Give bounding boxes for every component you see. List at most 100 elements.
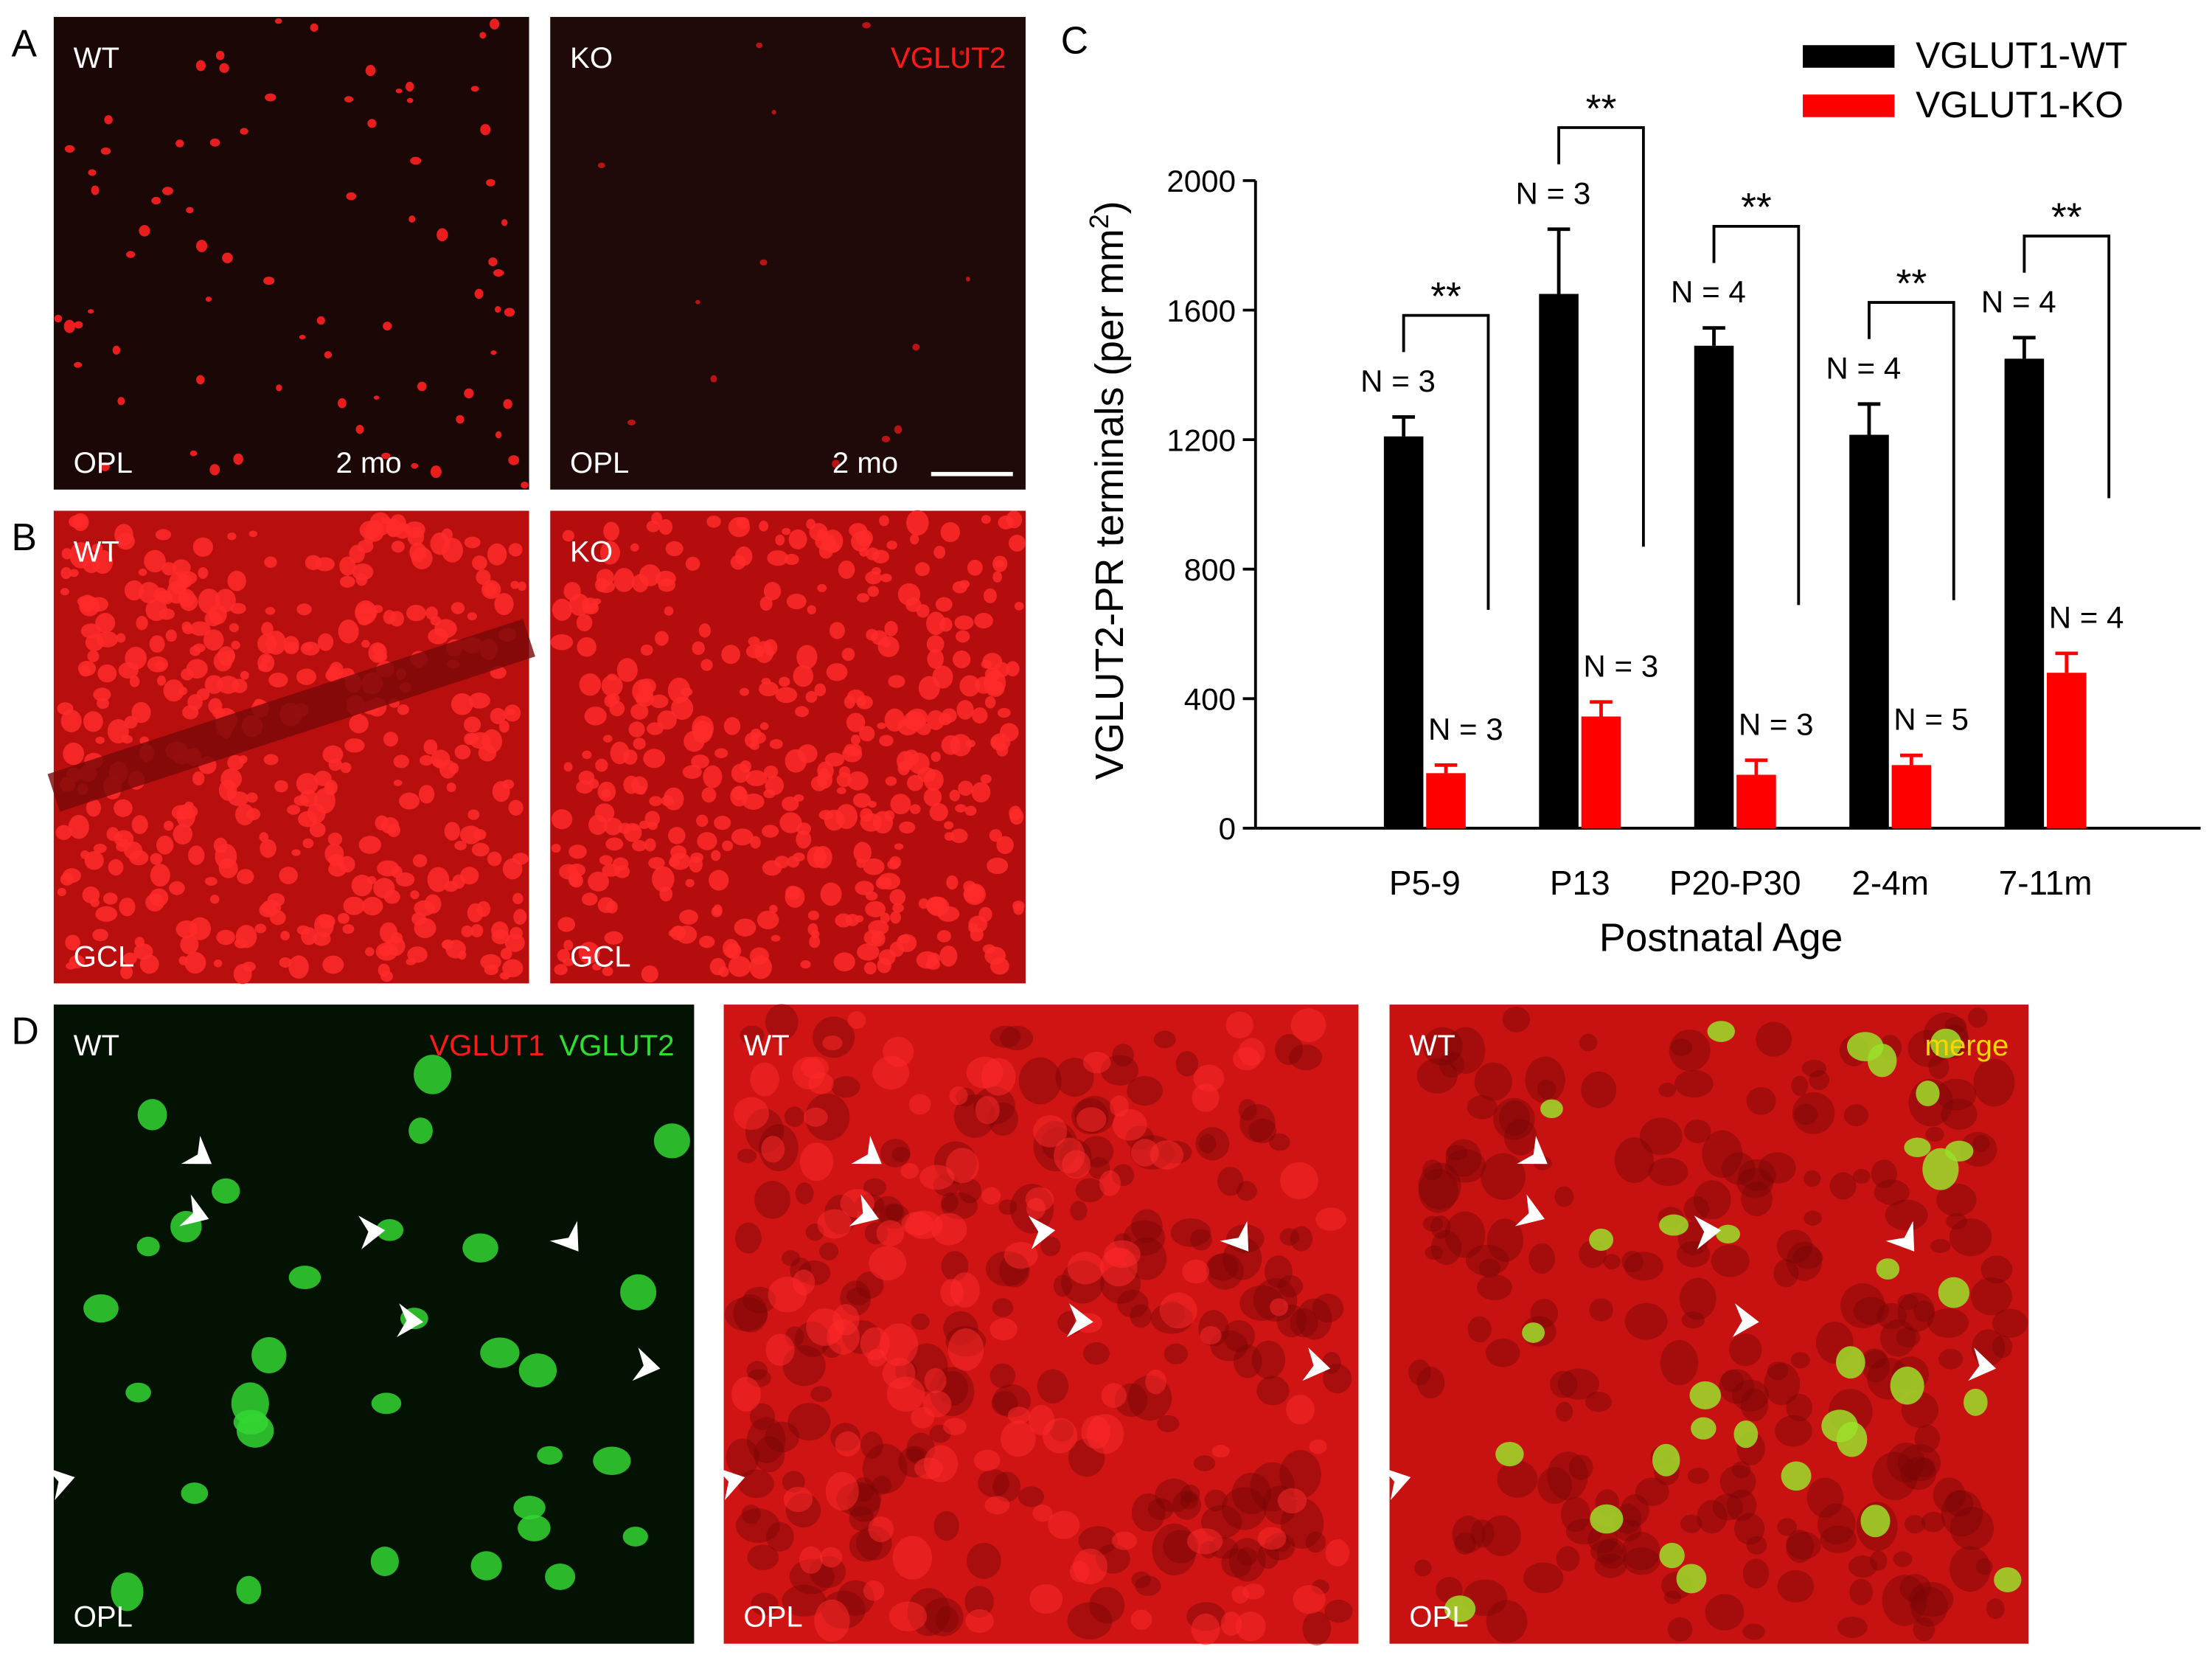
puncta: [697, 832, 717, 850]
puncta: [1801, 1059, 1827, 1078]
puncta: [1840, 1283, 1885, 1328]
puncta: [1018, 1057, 1062, 1105]
puncta: [182, 705, 199, 720]
puncta: [1821, 1409, 1858, 1443]
puncta: [929, 803, 948, 822]
puncta: [219, 63, 229, 73]
puncta: [998, 1199, 1018, 1215]
puncta: [389, 514, 407, 534]
puncta: [274, 780, 288, 793]
puncta: [1238, 1099, 1257, 1121]
puncta: [60, 709, 82, 732]
puncta: [92, 549, 114, 575]
arrowhead: [1517, 1135, 1548, 1165]
puncta: [1716, 1224, 1740, 1243]
puncta: [1145, 1369, 1166, 1395]
puncta: [137, 1099, 167, 1131]
puncta: [710, 375, 717, 383]
puncta: [1691, 1417, 1717, 1440]
puncta: [1454, 1532, 1476, 1555]
puncta: [1418, 1162, 1461, 1210]
puncta: [857, 943, 880, 961]
bar: [1736, 774, 1776, 828]
puncta: [883, 1036, 914, 1067]
puncta: [734, 1097, 769, 1131]
puncta: [557, 948, 571, 962]
x-tick-label: 7-11m: [1999, 864, 2093, 902]
puncta: [293, 795, 310, 806]
puncta: [700, 659, 713, 671]
puncta: [1860, 1505, 1891, 1538]
puncta: [863, 858, 885, 875]
puncta: [820, 882, 842, 906]
image-label: VGLUT1: [429, 1029, 544, 1062]
puncta: [866, 628, 879, 641]
puncta: [495, 431, 502, 439]
puncta: [1935, 1078, 1977, 1111]
puncta: [486, 178, 495, 187]
puncta: [1746, 1086, 1776, 1115]
puncta: [1569, 1454, 1593, 1480]
puncta: [740, 1025, 765, 1046]
puncta: [757, 910, 779, 930]
puncta: [88, 309, 94, 314]
puncta: [650, 694, 669, 709]
puncta: [638, 678, 656, 695]
puncta: [97, 664, 117, 683]
puncta: [581, 892, 598, 906]
bar: [1891, 765, 1932, 828]
puncta: [1280, 1162, 1318, 1199]
arrowhead: [1302, 1347, 1331, 1381]
puncta: [149, 888, 169, 907]
puncta: [279, 867, 298, 884]
puncta: [1806, 1477, 1844, 1518]
puncta: [785, 749, 807, 773]
y-axis-label-part: 2: [1083, 214, 1113, 229]
legend-label: VGLUT1-KO: [1916, 84, 2124, 125]
puncta: [696, 814, 709, 828]
puncta: [192, 771, 205, 786]
puncta: [222, 252, 233, 263]
puncta: [351, 874, 373, 897]
image-label: OPL: [570, 446, 629, 479]
puncta: [1759, 1152, 1796, 1184]
puncta: [622, 749, 638, 765]
arrowhead: [181, 1135, 212, 1165]
puncta: [1130, 1304, 1152, 1328]
puncta: [1270, 1298, 1289, 1316]
puncta: [1530, 1299, 1558, 1328]
puncta: [1742, 1558, 1770, 1589]
puncta: [1621, 1250, 1644, 1273]
puncta: [1478, 1258, 1500, 1278]
puncta: [901, 1212, 933, 1236]
y-tick-label: 1600: [1166, 294, 1236, 328]
puncta: [260, 839, 276, 858]
puncta: [879, 1323, 919, 1367]
puncta: [894, 843, 904, 850]
image-label: GCL: [570, 940, 631, 973]
significance-label: **: [2051, 195, 2082, 239]
puncta: [876, 1220, 905, 1246]
puncta: [240, 670, 249, 680]
puncta: [810, 776, 827, 791]
puncta: [1848, 1555, 1878, 1578]
puncta: [871, 930, 886, 947]
vessel: [47, 619, 535, 812]
puncta: [408, 1117, 433, 1145]
puncta: [981, 1187, 1001, 1205]
puncta: [95, 906, 118, 922]
puncta: [1767, 1361, 1789, 1381]
puncta: [383, 322, 392, 331]
puncta: [922, 1597, 964, 1637]
puncta: [734, 1222, 762, 1254]
puncta: [754, 1181, 790, 1219]
puncta: [603, 521, 619, 541]
puncta: [990, 1318, 1018, 1341]
puncta: [102, 892, 118, 905]
puncta: [612, 857, 629, 871]
x-tick-label: 2-4m: [1851, 864, 1929, 902]
puncta: [919, 1165, 955, 1190]
puncta: [1818, 1503, 1856, 1545]
puncta: [655, 631, 669, 646]
puncta: [604, 694, 617, 708]
